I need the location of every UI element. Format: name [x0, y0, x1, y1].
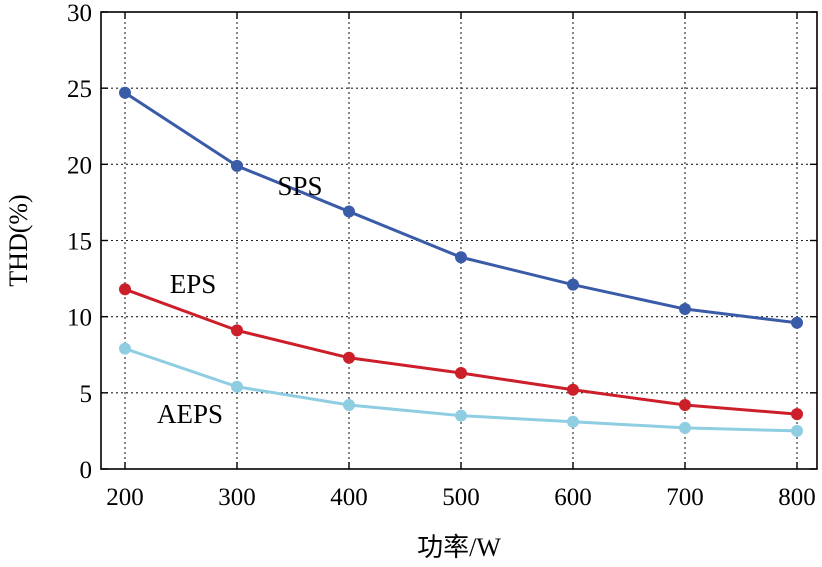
series-labels: SPS EPS AEPS	[157, 171, 323, 429]
y-axis-title: THD(%)	[4, 194, 33, 286]
y-tick-label: 0	[80, 457, 93, 484]
data-point-aeps	[343, 399, 355, 412]
y-tick-label: 20	[67, 152, 92, 179]
data-point-eps	[791, 408, 803, 421]
y-tick-label: 30	[67, 0, 92, 27]
data-point-sps	[455, 251, 467, 264]
y-tick-label: 25	[67, 76, 92, 103]
data-point-aeps	[231, 380, 243, 393]
data-point-aeps	[791, 424, 803, 437]
data-point-sps	[119, 86, 131, 99]
data-point-aeps	[119, 342, 131, 355]
data-point-eps	[231, 324, 243, 337]
y-tick-label: 10	[67, 305, 92, 332]
data-point-aeps	[455, 409, 467, 422]
x-tick-label: 400	[330, 484, 368, 511]
y-tick-label: 15	[67, 229, 92, 256]
series-label-sps: SPS	[277, 171, 322, 201]
data-point-eps	[679, 399, 691, 412]
x-tick-label: 800	[778, 484, 816, 511]
data-point-aeps	[567, 415, 579, 428]
x-tick-label: 300	[218, 484, 256, 511]
series-label-eps: EPS	[170, 269, 217, 299]
data-point-sps	[343, 205, 355, 218]
data-point-eps	[343, 351, 355, 364]
data-point-sps	[679, 303, 691, 316]
data-point-aeps	[679, 421, 691, 434]
series-label-aeps: AEPS	[157, 399, 223, 429]
y-tick-label: 5	[80, 381, 93, 408]
data-point-sps	[791, 316, 803, 329]
data-point-eps	[119, 283, 131, 296]
data-point-eps	[455, 367, 467, 380]
x-tick-label: 700	[666, 484, 704, 511]
axis-ticks	[101, 11, 817, 470]
data-point-sps	[231, 159, 243, 172]
data-point-sps	[567, 278, 579, 291]
x-axis-title: 功率/W	[417, 533, 501, 562]
x-tick-label: 200	[106, 484, 144, 511]
tick-labels: 200 300 400 500 600 700 800 0 5 10 15 20 25 30	[67, 0, 816, 511]
series-layer	[119, 86, 803, 437]
x-tick-label: 600	[554, 484, 592, 511]
x-tick-label: 500	[442, 484, 480, 511]
data-point-eps	[567, 383, 579, 396]
